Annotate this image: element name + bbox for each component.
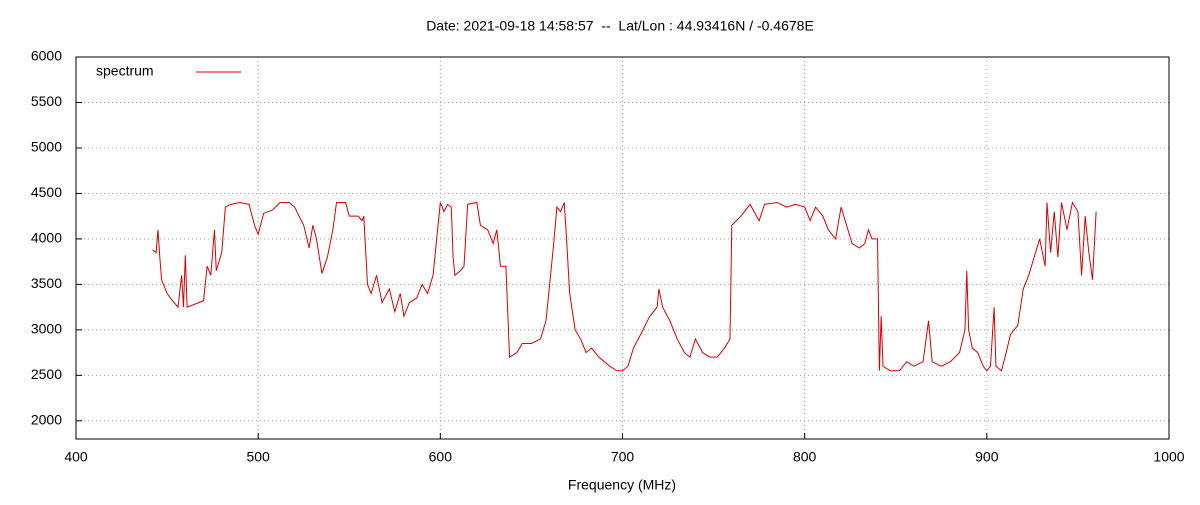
x-tick-label: 900 — [975, 449, 999, 465]
x-axis-label: Frequency (MHz) — [568, 477, 676, 493]
y-tick-label: 4500 — [31, 184, 62, 200]
x-tick-label: 400 — [64, 449, 88, 465]
y-tick-label: 6000 — [31, 48, 62, 64]
x-tick-label: 500 — [246, 449, 270, 465]
plot-border — [75, 56, 1170, 440]
x-tick-label: 700 — [611, 449, 635, 465]
y-tick-label: 2500 — [31, 366, 62, 382]
y-tick-label: 3000 — [31, 321, 62, 337]
chart-title: Date: 2021-09-18 14:58:57 -- Lat/Lon : 4… — [426, 18, 814, 34]
data-line — [152, 201, 1097, 372]
y-tick-label: 5000 — [31, 139, 62, 155]
x-tick-label: 1000 — [1153, 449, 1184, 465]
y-tick-label: 3500 — [31, 275, 62, 291]
x-tick-label: 600 — [429, 449, 453, 465]
y-tick-label: 4000 — [31, 230, 62, 246]
y-tick-label: 5500 — [31, 93, 62, 109]
y-tick-label: 2000 — [31, 412, 62, 428]
legend-label: spectrum — [96, 63, 154, 79]
x-tick-label: 800 — [793, 449, 817, 465]
